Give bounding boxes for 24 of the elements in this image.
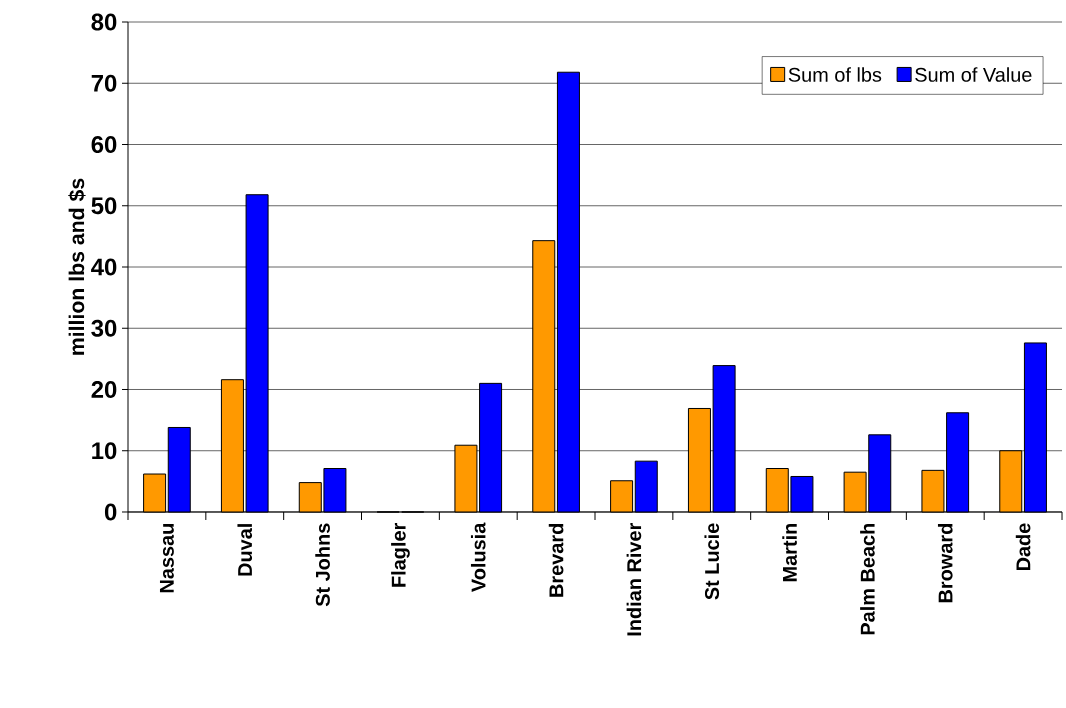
x-tick-label: Volusia [470,522,486,592]
x-tick-label: St Lucie [704,523,720,600]
y-tick-label: 80 [91,13,117,31]
y-tick-label: 70 [91,74,117,92]
legend-label: Sum of Value [915,67,1032,82]
y-tick-label: 20 [91,381,117,398]
x-tick-label: Palm Beach [860,523,875,635]
y-tick-label: 30 [91,319,117,337]
x-tick-label: Martin [782,523,797,582]
x-tick-label: Nassau [159,524,174,593]
x-tick-label: St Johns [315,523,330,607]
y-tick-label: 40 [91,258,117,276]
legend-label: Sum of lbs [788,67,882,82]
x-tick-label: Duval [237,524,253,576]
x-tick-label: Dade [1015,523,1031,571]
y-axis-title: million lbs and $s [68,178,86,355]
x-tick-label: Indian River [626,523,642,636]
y-tick-label: 0 [104,503,117,521]
y-tick-label: 60 [91,136,117,153]
x-tick-label: Brevard [548,524,564,597]
x-tick-label: Flagler [391,522,410,587]
y-tick-label: 50 [91,197,117,215]
y-tick-label: 10 [92,442,117,460]
x-tick-label: Broward [937,524,953,603]
